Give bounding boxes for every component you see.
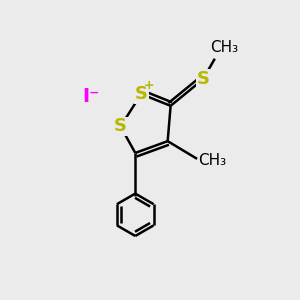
Text: CH₃: CH₃ xyxy=(210,40,238,55)
Text: S: S xyxy=(114,117,127,135)
Text: S: S xyxy=(196,70,209,88)
Text: S: S xyxy=(135,85,148,103)
Text: +: + xyxy=(144,79,155,92)
Text: I⁻: I⁻ xyxy=(82,88,100,106)
Text: CH₃: CH₃ xyxy=(199,153,227,168)
